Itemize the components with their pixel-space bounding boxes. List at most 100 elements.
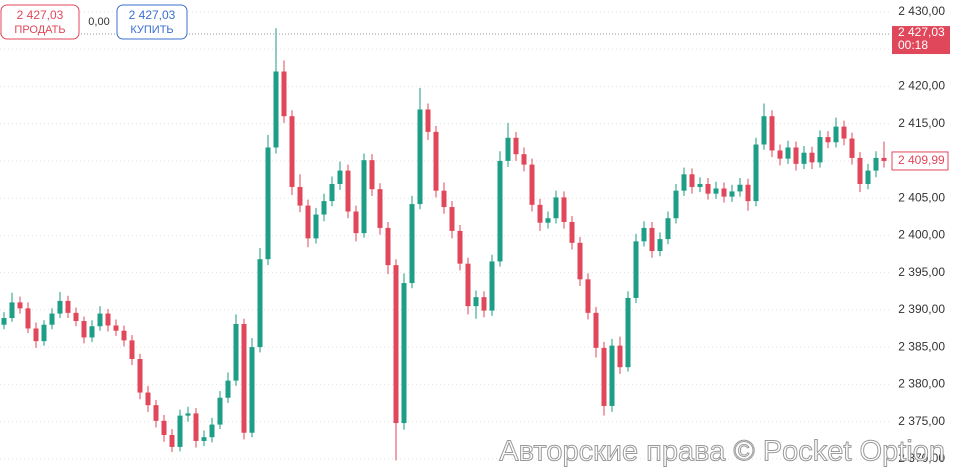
candle-body (665, 218, 671, 240)
last-price-box (891, 151, 949, 171)
candle-body (489, 261, 495, 311)
candle-body (761, 116, 767, 145)
candle-body (465, 263, 471, 307)
candle-body (449, 207, 455, 231)
watermark: Авторские права © Pocket Option (499, 436, 945, 468)
y-tick-label: 2 395,00 (898, 265, 945, 279)
candle-body (833, 126, 839, 143)
current-price-box (892, 26, 950, 55)
candle-body (33, 328, 39, 342)
candle-body (793, 147, 799, 164)
candle-body (241, 324, 247, 433)
candle-body (137, 359, 143, 393)
candle-body (737, 184, 743, 192)
candle-body (409, 204, 415, 284)
candle-body (17, 302, 23, 309)
candle-body (689, 174, 695, 187)
candle-body (433, 131, 439, 191)
candle-body (73, 312, 79, 322)
sell-box[interactable] (0, 4, 80, 40)
buy-label: КУПИТЬ (130, 24, 173, 36)
candle-body (873, 157, 879, 171)
buy-button[interactable]: 2 427,03 КУПИТЬ (116, 4, 188, 40)
y-tick-label: 2 405,00 (898, 190, 945, 204)
candle-body (561, 197, 567, 222)
candle-body (577, 242, 583, 280)
candle-body (41, 324, 47, 342)
sell-button[interactable]: 2 427,03 ПРОДАТЬ (0, 4, 80, 40)
candle-body (817, 137, 823, 163)
candle-body (657, 239, 663, 252)
candle-body (673, 190, 679, 219)
candle-body (481, 297, 487, 311)
candle-body (313, 214, 319, 239)
candle-body (697, 183, 703, 187)
candle-body (81, 321, 87, 338)
candle-body (121, 330, 127, 341)
candle-body (537, 204, 543, 223)
candle-body (153, 405, 159, 421)
candle-body (249, 347, 255, 433)
spread: 0,00 (88, 16, 109, 28)
y-tick-label: 2 400,00 (898, 228, 945, 242)
candle-body (641, 227, 647, 242)
candle-body (593, 312, 599, 348)
candle-body (193, 413, 199, 441)
candle-body (281, 71, 287, 117)
candle-body (225, 380, 231, 398)
candle-body (425, 109, 431, 132)
candle-body (745, 184, 751, 202)
candle-body (513, 137, 519, 155)
candle-body (361, 160, 367, 234)
candle-body (289, 116, 295, 187)
candle-body (185, 413, 191, 416)
candle-body (553, 197, 559, 219)
y-tick-label: 2 370,00 (898, 451, 945, 465)
candle-body (497, 160, 503, 262)
candle-body (705, 183, 711, 194)
candle-body (681, 174, 687, 191)
candle-body (521, 154, 527, 165)
candle-body (585, 279, 591, 313)
candle-body (633, 241, 639, 298)
last-price-label: 2 409,99 (898, 153, 945, 167)
candle-body (785, 147, 791, 159)
sell-price: 2 427,03 (17, 8, 64, 22)
candle-body (105, 313, 111, 326)
candle-body (25, 308, 31, 329)
candle-body (329, 183, 335, 202)
y-tick-label: 2 380,00 (898, 377, 945, 391)
candle-body (713, 188, 719, 194)
candle-body (129, 340, 135, 360)
candle-body (625, 297, 631, 368)
candle-body (337, 170, 343, 184)
candle-body (505, 137, 511, 161)
candle-body (865, 170, 871, 184)
candle-body (305, 205, 311, 239)
y-tick-label: 2 420,00 (898, 79, 945, 93)
axis: 2 370,00 2 375,00 2 380,00 2 385,00 2 390,00… (499, 4, 950, 468)
y-tick-label: 2 430,00 (898, 4, 945, 18)
candle-body (353, 211, 359, 234)
candle-body (441, 190, 447, 208)
candle-body (529, 164, 535, 205)
candle-body (617, 345, 623, 368)
candle-body (369, 160, 375, 190)
y-tick-label: 2 375,00 (898, 414, 945, 428)
candle-body (809, 152, 815, 163)
candle-body (609, 345, 615, 406)
candle-body (177, 415, 183, 447)
candle-body (857, 157, 863, 184)
candle-body (169, 434, 175, 447)
candle-body (161, 420, 167, 435)
sell-label: ПРОДАТЬ (14, 24, 65, 36)
candle-body (721, 188, 727, 197)
current-price-label: 2 427,03 (898, 25, 945, 39)
buy-box[interactable] (116, 4, 188, 40)
candle-body (265, 147, 271, 260)
candle-body (769, 116, 775, 151)
candle-body (753, 144, 759, 202)
candle-body (233, 324, 239, 381)
y-tick-label: 2 415,00 (898, 116, 945, 130)
